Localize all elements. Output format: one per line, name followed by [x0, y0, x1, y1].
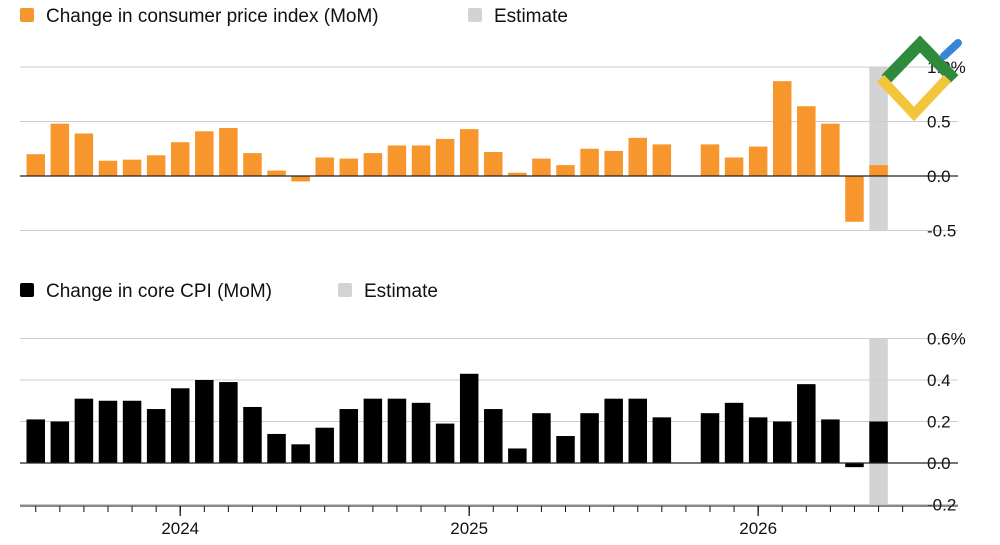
core-bar [459, 373, 479, 463]
core-bar [748, 417, 768, 463]
cpi-bar [821, 123, 840, 176]
cpi-bar [700, 144, 720, 176]
core-bar [532, 413, 551, 463]
core-bar [219, 382, 238, 463]
core-bar [508, 448, 527, 463]
logo-green-chevron [881, 35, 959, 84]
x-axis-year-label: 2025 [450, 519, 488, 538]
cpi-bar [170, 142, 190, 176]
core-bar [50, 421, 70, 463]
cpi-bar [724, 157, 744, 176]
x-axis: 2024 2025 2026 [20, 505, 958, 538]
legend-swatch-core [20, 283, 34, 297]
core-bar [74, 398, 94, 463]
core-bar [26, 419, 45, 463]
core-bar [556, 436, 575, 463]
core-bar [291, 444, 310, 463]
cpi-bar [580, 148, 599, 176]
core-bar [580, 413, 599, 463]
cpi-bar [146, 155, 166, 176]
cpi-bar [74, 133, 94, 176]
cpi-bar [508, 172, 527, 176]
core-bar [122, 400, 142, 463]
cpi-bar [50, 123, 70, 176]
legend-swatch-cpi [20, 8, 34, 22]
core-cpi-panel: 0.6%0.40.20.0-0.2 [20, 330, 966, 515]
core-ytick-label: 0.2 [927, 413, 951, 432]
core-ytick-label: 0.4 [927, 371, 951, 390]
cpi-bar [869, 165, 888, 176]
cpi-bar [484, 152, 503, 176]
cpi-bar [556, 165, 575, 176]
core-bar [195, 380, 214, 463]
cpi-bar [98, 160, 118, 176]
legend-swatch-estimate [468, 8, 482, 22]
cpi-ytick-label: 0.5 [927, 113, 951, 132]
legend-bottom: Change in core CPI (MoM) Estimate [20, 281, 438, 302]
cpi-ytick-label: -0.5 [927, 222, 956, 241]
x-axis-year-label: 2024 [161, 519, 199, 538]
cpi-bar [219, 128, 238, 176]
legend-label-estimate: Estimate [494, 6, 568, 27]
core-ytick-label: -0.2 [927, 496, 956, 515]
cpi-bar [797, 106, 816, 176]
cpi-bar [363, 153, 383, 176]
cpi-bar [628, 137, 647, 176]
cpi-bar [532, 158, 551, 176]
cpi-bar [435, 138, 455, 176]
core-bar [700, 413, 720, 463]
cpi-bar [243, 153, 262, 176]
legend-label-estimate-core: Estimate [364, 281, 438, 302]
legend-label-core: Change in core CPI (MoM) [46, 281, 272, 302]
brand-logo [876, 35, 962, 122]
core-bar [98, 400, 118, 463]
core-bar [797, 384, 816, 463]
cpi-bar [845, 176, 864, 222]
core-bar [339, 409, 359, 463]
core-bar [363, 398, 383, 463]
cpi-bar [411, 145, 431, 176]
core-bar [845, 463, 864, 468]
core-bar [628, 398, 647, 463]
core-ytick-label: 0.6% [927, 330, 966, 349]
core-bar [435, 423, 455, 463]
logo-yellow-chevron [876, 74, 952, 122]
cpi-bar [26, 154, 45, 176]
core-bar [484, 409, 503, 463]
cpi-bar [748, 146, 768, 176]
core-bar [387, 398, 407, 463]
legend-label-cpi: Change in consumer price index (MoM) [46, 6, 379, 27]
legend-swatch-estimate-core [338, 283, 352, 297]
core-bar [821, 419, 840, 463]
cpi-bar [315, 157, 334, 176]
cpi-bar [195, 131, 214, 176]
cpi-bar [339, 158, 359, 176]
core-bar [604, 398, 623, 463]
legend-top: Change in consumer price index (MoM) Est… [20, 6, 568, 27]
cpi-bar [459, 129, 479, 176]
cpi-bar [291, 176, 310, 182]
cpi-panel: 1.0%0.50.0-0.5 [20, 58, 966, 241]
cpi-bar [122, 159, 142, 176]
core-bar [411, 402, 431, 463]
core-bar [243, 406, 262, 463]
core-bar [146, 409, 166, 463]
core-bar [869, 421, 888, 463]
cpi-bar [604, 150, 623, 176]
cpi-bar [267, 170, 286, 176]
core-bar [772, 421, 792, 463]
cpi-estimate-band [869, 67, 888, 231]
core-bar [315, 427, 334, 463]
cpi-bar [652, 144, 672, 176]
core-bar [724, 402, 744, 463]
cpi-bar [387, 145, 407, 176]
x-axis-year-label: 2026 [739, 519, 777, 538]
logo-blue-stroke [940, 39, 962, 60]
cpi-bar [772, 81, 792, 176]
core-bar [652, 417, 672, 463]
core-bar [170, 388, 190, 463]
core-bar [267, 433, 286, 463]
